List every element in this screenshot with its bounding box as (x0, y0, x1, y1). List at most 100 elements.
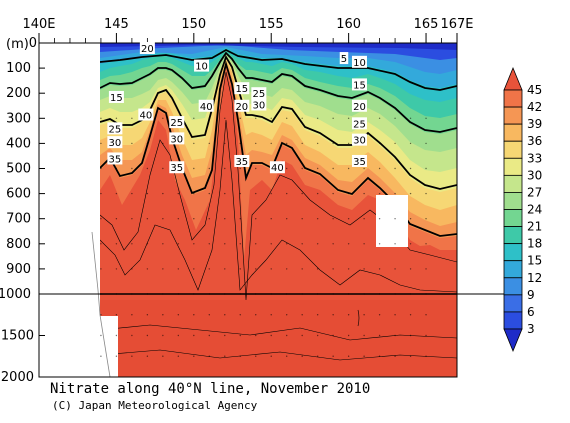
chart-credit: (C) Japan Meteorological Agency (52, 399, 258, 412)
station-dot (363, 218, 365, 220)
station-dot (316, 334, 319, 337)
station-dot (270, 218, 272, 220)
station-dot (193, 334, 195, 337)
station-dot (115, 314, 118, 316)
chart-title: Nitrate along 40°N line, November 2010 (50, 381, 370, 397)
station-dot (332, 355, 334, 357)
station-dot (115, 218, 118, 220)
contour-value-label: 25 (170, 118, 183, 129)
station-dot (162, 167, 164, 170)
station-dot (347, 334, 350, 337)
x-tick-label: 140E (22, 17, 55, 32)
x-tick-label: 165 (414, 17, 439, 32)
station-dot (316, 142, 319, 145)
colorbar-level-label: 6 (527, 305, 535, 319)
station-dot (100, 268, 102, 270)
station-dot (208, 268, 210, 270)
station-dot (100, 218, 102, 220)
station-dot (224, 117, 226, 120)
y-tick-label: 1000 (0, 287, 31, 302)
station-dot (425, 192, 427, 195)
station-dot (193, 142, 195, 145)
station-dot (146, 334, 149, 337)
colorbar-level-label: 39 (527, 117, 542, 131)
contour-label-bg (251, 98, 267, 111)
y-tick-label: 0 (29, 36, 37, 51)
y-tick-label: 800 (6, 237, 31, 252)
station-dot (394, 314, 396, 316)
station-dot (255, 192, 257, 195)
colorbar-level-label: 3 (527, 322, 535, 336)
colorbar-swatch (503, 89, 523, 108)
station-dot (394, 334, 396, 337)
station-dot (255, 268, 257, 270)
station-dot (316, 243, 319, 245)
station-dot (301, 334, 303, 337)
station-dot (332, 167, 334, 170)
station-dot (378, 243, 381, 245)
station-dot (255, 142, 257, 145)
station-dot (255, 243, 257, 245)
station-dot (409, 117, 412, 120)
station-dot (131, 243, 133, 245)
station-dot (131, 192, 133, 195)
contour-label-bg (351, 55, 367, 68)
station-dot (177, 334, 180, 337)
station-dot (115, 117, 118, 120)
contour-value-label: 35 (170, 163, 183, 174)
contour-value-label: 5 (341, 54, 347, 65)
station-dot (394, 142, 396, 145)
contour-value-label: 15 (353, 80, 366, 91)
y-tick-label: 900 (6, 262, 31, 277)
station-dot (363, 334, 365, 337)
station-dot (286, 142, 288, 145)
colorbar: 45 42 39 36 33 30 27 24 21 18 15 12 9 6 3 (503, 66, 542, 353)
station-dot (332, 268, 334, 270)
station-dot (286, 243, 288, 245)
station-dot (363, 355, 365, 357)
colorbar-level-label: 24 (527, 203, 542, 217)
station-dot (239, 243, 241, 245)
station-dot (255, 314, 257, 316)
station-dot (409, 334, 412, 337)
station-dot (208, 142, 210, 145)
band-0 (100, 43, 457, 50)
station-dot (162, 334, 164, 337)
colorbar-level-label: 30 (527, 168, 542, 182)
station-dot (378, 192, 381, 195)
colorbar-swatch (503, 226, 523, 245)
contour-label-bg (351, 78, 367, 91)
station-dot (162, 192, 164, 195)
station-dot (239, 142, 241, 145)
station-dot (239, 117, 241, 120)
contour-label-bg (269, 161, 285, 174)
station-dot (100, 117, 102, 120)
station-dot (301, 167, 303, 170)
colorbar-swatch (503, 209, 523, 227)
station-dot (394, 268, 396, 270)
y-tick-label: 400 (6, 136, 31, 151)
station-dot (255, 117, 257, 120)
y-tick-label: 100 (6, 61, 31, 76)
station-dot (239, 355, 241, 357)
contour-value-label: 30 (170, 134, 183, 145)
contour-value-label: 35 (353, 157, 366, 168)
contour-value-label: 30 (108, 138, 121, 149)
contour-label-bg (108, 90, 124, 103)
contour-label-bg (234, 154, 250, 167)
station-dot (425, 314, 427, 316)
station-dot (177, 268, 180, 270)
station-dot (208, 167, 210, 170)
station-dot (146, 192, 149, 195)
y-tick-label: 300 (6, 111, 31, 126)
station-dot (332, 334, 334, 337)
station-dot (255, 167, 257, 170)
station-dot (115, 334, 118, 337)
station-dot (378, 218, 381, 220)
y-unit-label: (m) (6, 37, 29, 52)
station-dot (301, 142, 303, 145)
contour-label-bg (169, 161, 185, 174)
colorbar-top-arrow (503, 66, 523, 91)
colorbar-level-label: 15 (527, 254, 542, 268)
station-dot (193, 218, 195, 220)
